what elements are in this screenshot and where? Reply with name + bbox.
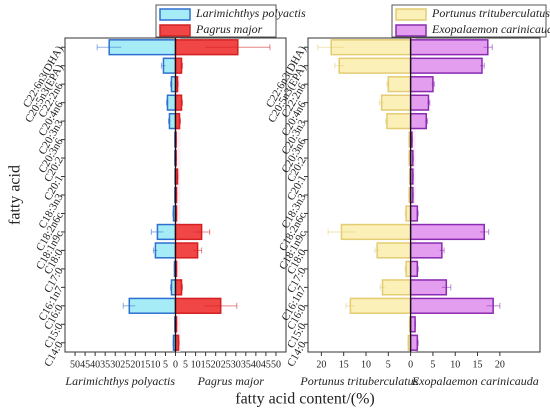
legend-label: Exopalaemon carinicauda [431, 22, 550, 36]
bar [154, 242, 177, 259]
bar [349, 297, 412, 314]
x-tick-label: 5 [163, 359, 168, 370]
x-tick-label: 10 [450, 359, 460, 370]
bar [409, 316, 416, 333]
x-tick-label: 5 [386, 359, 391, 370]
x-tick-label: 40 [251, 359, 261, 370]
x-tick-label: 15 [140, 359, 150, 370]
x-tick-label: 35 [241, 359, 251, 370]
x-tick-label: 15 [201, 359, 211, 370]
bar [409, 94, 430, 111]
x-tick-label: 0 [173, 359, 178, 370]
bar [380, 94, 412, 111]
legend-label: Portunus trituberculatus [431, 6, 550, 20]
series-axis-label: Portunus trituberculatus [299, 374, 418, 388]
x-tick-label: 20 [130, 359, 140, 370]
x-tick-label: 20 [316, 359, 326, 370]
bar [409, 242, 443, 259]
bar [166, 94, 177, 111]
x-tick-label: 45 [261, 359, 271, 370]
zero-band [175, 38, 181, 352]
x-tick-label: 5 [430, 359, 435, 370]
x-tick-label: 5 [183, 359, 188, 370]
bar [128, 297, 177, 314]
series-axis-label: Exopalaemon carinicauda [411, 374, 539, 388]
x-tick-label: 30 [110, 359, 120, 370]
bar [409, 334, 419, 351]
legend-swatch [159, 24, 191, 37]
x-tick-label: 20 [495, 359, 505, 370]
y-axis-label: fatty acid [7, 165, 24, 225]
x-tick-label: 10 [191, 359, 201, 370]
legend-swatch [395, 24, 427, 37]
x-tick-label: 30 [231, 359, 241, 370]
x-tick-label: 25 [120, 359, 130, 370]
series-axis-label: Pagrus major [197, 374, 265, 388]
x-tick-label: 35 [100, 359, 110, 370]
legend-swatch [159, 8, 191, 21]
x-tick-label: 0 [408, 359, 413, 370]
bar [409, 57, 483, 74]
x-tick-label: 10 [361, 359, 371, 370]
bar [409, 260, 419, 278]
x-tick-label: 20 [211, 359, 221, 370]
series-axis-label: Larimichthys polyactis [64, 374, 175, 388]
x-tick-label: 25 [221, 359, 231, 370]
bar [376, 242, 412, 259]
x-tick-label: 50 [271, 359, 281, 370]
bar [409, 223, 485, 241]
legend-swatch [395, 8, 427, 21]
bar [381, 279, 412, 296]
bar [409, 297, 494, 314]
legend-frame [155, 4, 277, 38]
x-tick-label: 15 [473, 359, 483, 370]
legend-frame [391, 4, 547, 38]
bar [409, 205, 419, 222]
bar [338, 57, 412, 74]
x-axis-label: fatty acid content/(%) [235, 391, 375, 408]
bar [409, 279, 448, 296]
x-tick-label: 10 [150, 359, 160, 370]
x-tick-label: 40 [90, 359, 100, 370]
bar [386, 112, 412, 130]
x-tick-label: 15 [339, 359, 349, 370]
legend-label: Pagrus major [195, 22, 263, 36]
bar [409, 76, 434, 93]
bar [409, 112, 427, 130]
x-tick-label: 50 [70, 359, 80, 370]
bar [387, 76, 412, 93]
bar [409, 39, 489, 56]
legend-label: Larimichthys polyactis [195, 6, 306, 20]
x-tick-label: 45 [80, 359, 90, 370]
